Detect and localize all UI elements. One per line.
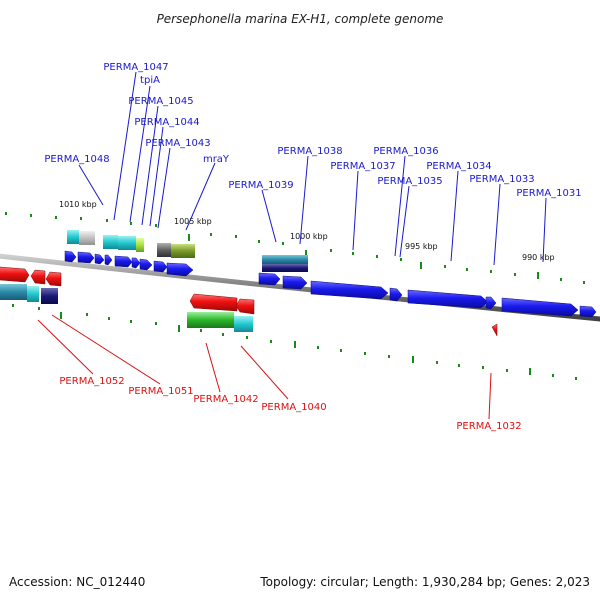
- gene-label[interactable]: PERMA_1038: [277, 146, 342, 157]
- forward-gene[interactable]: [389, 287, 403, 302]
- category-block: [262, 255, 308, 264]
- reverse-gene[interactable]: [189, 293, 238, 312]
- reverse-gene[interactable]: [45, 271, 62, 287]
- reverse-gene-labels: PERMA_1052 PERMA_1051 PERMA_1042 PERMA_1…: [59, 376, 521, 432]
- forward-gene[interactable]: [153, 260, 168, 273]
- reverse-category-blocks: [0, 284, 253, 332]
- genome-title: Persephonella marina EX-H1, complete gen…: [157, 12, 444, 26]
- category-block: [79, 231, 95, 245]
- reverse-gene[interactable]: [30, 269, 46, 285]
- forward-gene[interactable]: [139, 258, 153, 271]
- forward-gene[interactable]: [77, 251, 95, 264]
- gene-label[interactable]: PERMA_1032: [456, 421, 521, 432]
- gene-label[interactable]: PERMA_1031: [516, 188, 581, 199]
- forward-leader-lines: [78, 71, 547, 266]
- outer-scale-ring: [5, 212, 585, 284]
- gene-label[interactable]: PERMA_1034: [426, 161, 491, 172]
- gene-label[interactable]: PERMA_1043: [145, 138, 210, 149]
- forward-gene-labels: PERMA_1047 tpiA PERMA_1045 PERMA_1044 PE…: [44, 62, 581, 199]
- gene-label[interactable]: PERMA_1048: [44, 154, 109, 165]
- forward-gene[interactable]: [94, 253, 105, 265]
- forward-gene[interactable]: [166, 262, 194, 277]
- category-block: [234, 316, 253, 332]
- gene-label[interactable]: PERMA_1037: [330, 161, 395, 172]
- forward-gene[interactable]: [104, 254, 113, 266]
- gene-label[interactable]: tpiA: [140, 75, 160, 86]
- category-block: [27, 286, 39, 302]
- forward-gene[interactable]: [282, 275, 308, 290]
- gene-label[interactable]: mraY: [203, 154, 230, 165]
- forward-category-blocks: [67, 230, 308, 272]
- gene-label[interactable]: PERMA_1045: [128, 96, 193, 107]
- gene-label[interactable]: PERMA_1040: [261, 402, 326, 413]
- gene-label[interactable]: PERMA_1042: [193, 394, 258, 405]
- forward-gene-track: [64, 250, 597, 318]
- gene-label[interactable]: PERMA_1044: [134, 117, 199, 128]
- reverse-leader-lines: [37, 314, 492, 420]
- scale-tick-label: 1010 kbp: [59, 200, 97, 209]
- category-block: [187, 312, 234, 328]
- scale-tick-label: 1005 kbp: [174, 217, 212, 226]
- forward-gene[interactable]: [131, 257, 141, 269]
- gene-label[interactable]: PERMA_1036: [373, 146, 438, 157]
- forward-gene[interactable]: [407, 289, 489, 309]
- gene-label[interactable]: PERMA_1052: [59, 376, 124, 387]
- forward-gene[interactable]: [64, 250, 77, 263]
- forward-gene[interactable]: [310, 280, 389, 300]
- category-block: [0, 284, 27, 300]
- forward-gene[interactable]: [579, 305, 597, 318]
- forward-gene[interactable]: [501, 297, 579, 317]
- gene-label[interactable]: PERMA_1047: [103, 62, 168, 73]
- gene-label[interactable]: PERMA_1033: [469, 174, 534, 185]
- reverse-gene[interactable]: [0, 266, 30, 283]
- forward-gene[interactable]: [258, 272, 281, 286]
- reverse-gene-track: [0, 266, 498, 337]
- category-block: [262, 264, 308, 272]
- forward-gene[interactable]: [114, 255, 133, 268]
- category-block: [171, 244, 195, 258]
- category-block: [118, 236, 136, 250]
- category-block: [41, 288, 58, 304]
- reverse-gene[interactable]: [491, 323, 498, 337]
- gene-label[interactable]: PERMA_1039: [228, 180, 293, 191]
- category-block: [103, 235, 118, 249]
- forward-gene[interactable]: [485, 296, 497, 310]
- scale-tick-label: 1000 kbp: [290, 232, 328, 241]
- category-block: [67, 230, 79, 244]
- category-block: [157, 243, 171, 257]
- genome-summary-text: Topology: circular; Length: 1,930,284 bp…: [259, 575, 590, 589]
- scale-tick-label: 990 kbp: [522, 253, 555, 262]
- inner-scale-ring: [12, 304, 577, 380]
- gene-label[interactable]: PERMA_1035: [377, 176, 442, 187]
- category-block: [136, 238, 144, 252]
- scale-tick-label: 995 kbp: [405, 242, 438, 251]
- accession-text: Accession: NC_012440: [9, 575, 145, 589]
- gene-label[interactable]: PERMA_1051: [128, 386, 193, 397]
- reverse-gene[interactable]: [235, 298, 255, 315]
